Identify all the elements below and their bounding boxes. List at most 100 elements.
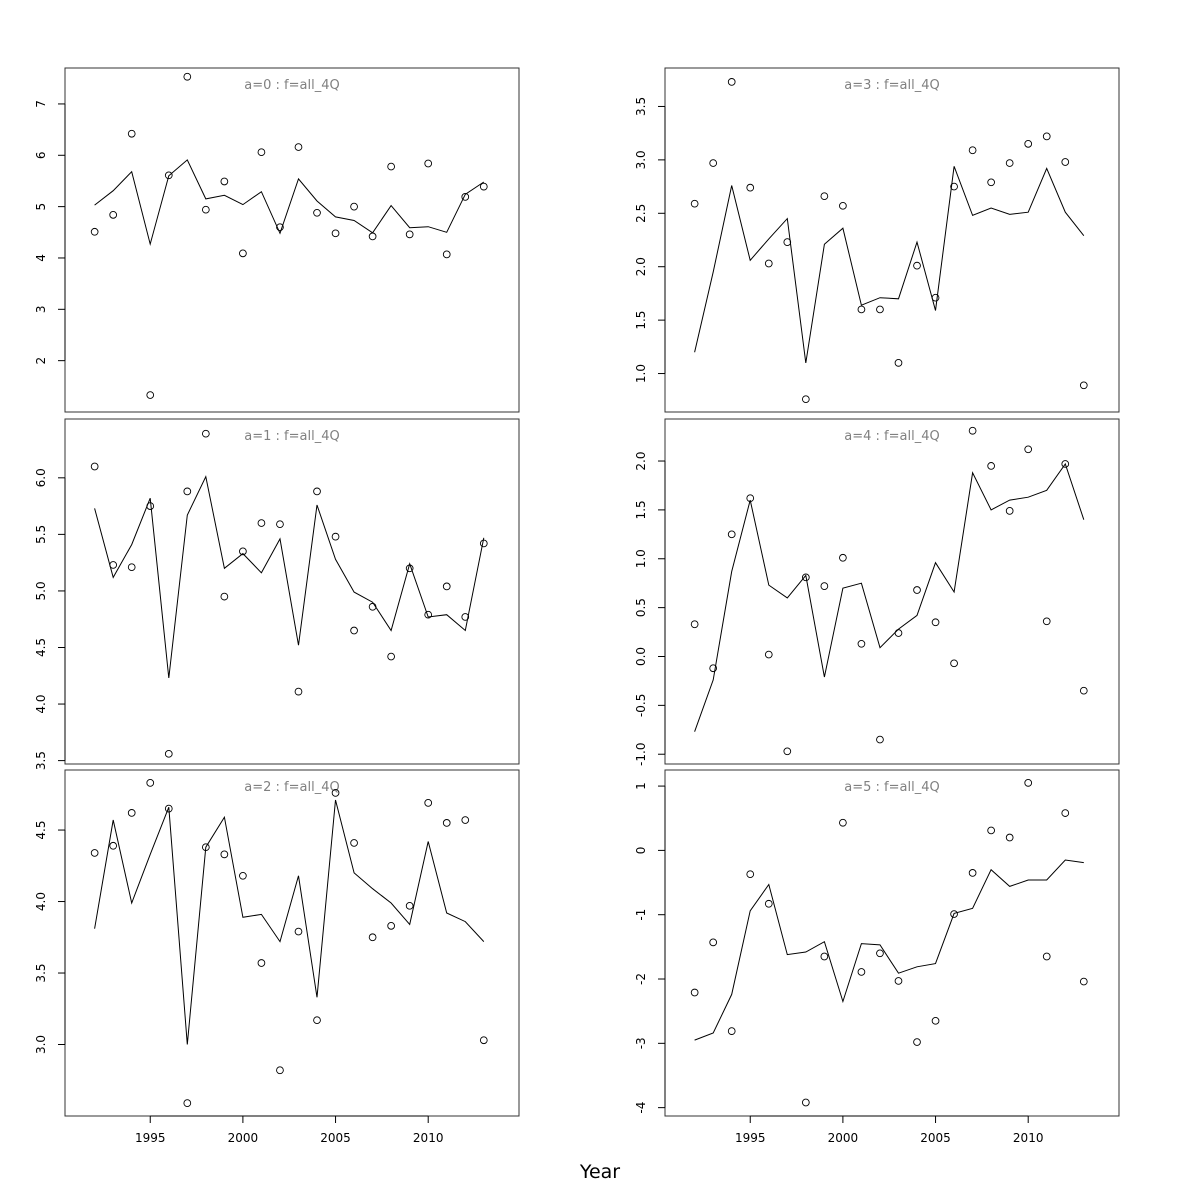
data-point [1024, 779, 1033, 787]
y-tick-label: -1 [634, 909, 648, 921]
y-tick-label: 4 [34, 254, 48, 262]
data-point [876, 949, 884, 958]
data-point [764, 899, 773, 908]
y-tick-label: 5.0 [34, 581, 48, 600]
data-point [276, 520, 284, 529]
data-point [201, 429, 210, 438]
y-tick-label: 1.0 [634, 549, 648, 568]
data-point [931, 1016, 940, 1025]
data-point [746, 494, 755, 503]
x-tick-label: 1995 [735, 1131, 766, 1145]
panel-3: a=3 : f=all_4Q 1.0 1.5 2.0 2.5 3.0 3.5 [634, 67, 1120, 413]
data-point [1042, 617, 1051, 626]
data-point [387, 921, 395, 930]
data-point [839, 818, 847, 827]
data-point [950, 182, 958, 191]
panels: a=0 : f=all_4Q 2 3 4 5 6 7 a=1 : f=all_4Q 3.5 4.0… [34, 67, 1120, 1145]
y-tick-label: 3.0 [634, 150, 648, 169]
data-point [127, 129, 136, 138]
y-tick-label: 3.5 [34, 751, 48, 770]
data-point [461, 613, 470, 621]
y-tick-label: -2 [634, 973, 648, 985]
y-tick-label: 0.0 [634, 647, 648, 666]
plot-frame [664, 67, 1120, 413]
y-tick-label: 2.0 [634, 451, 648, 470]
data-point [968, 426, 977, 435]
data-point [1079, 381, 1088, 390]
data-point [857, 305, 866, 314]
data-point [424, 159, 433, 168]
data-point [239, 249, 247, 258]
data-point [479, 539, 488, 548]
panel-1: a=1 : f=all_4Q 3.5 4.0 4.5 5.0 5.5 6.0 [34, 418, 520, 770]
data-point [164, 804, 173, 813]
data-point [746, 183, 755, 192]
data-point [931, 293, 940, 302]
panel-title: a=1 : f=all_4Q [244, 429, 339, 444]
fitted-line [694, 166, 1085, 363]
data-point [127, 809, 136, 817]
data-point [276, 1066, 284, 1075]
y-tick-label: 3.5 [34, 963, 48, 982]
data-point [146, 502, 155, 510]
data-point [220, 850, 229, 859]
data-point [313, 1016, 321, 1025]
data-point [820, 192, 829, 201]
data-point [257, 519, 266, 527]
y-tick-label: 1.5 [634, 500, 648, 519]
fitted-line [94, 475, 485, 679]
x-tick-label: 2005 [320, 1131, 351, 1145]
panel-5: a=5 : f=all_4Q -4 -3 -2 -1 0 1 1995 2000 2005 2010 [634, 769, 1120, 1145]
data-point [368, 602, 377, 611]
data-point [820, 952, 829, 961]
x-tick-label: 2005 [920, 1131, 951, 1145]
data-point [764, 259, 773, 268]
y-tick-label: 0 [634, 847, 648, 855]
y-tick-label: 1.0 [634, 364, 648, 383]
y-tick-label: 4.5 [34, 821, 48, 840]
data-point [968, 146, 977, 155]
data-point [239, 871, 247, 880]
data-point [987, 826, 995, 835]
data-point [405, 564, 414, 573]
x-tick-label: 2010 [1013, 1131, 1044, 1145]
fitted-line [94, 799, 485, 1045]
data-point [783, 238, 792, 246]
data-point [1024, 445, 1033, 454]
data-point [1005, 507, 1014, 515]
data-point [442, 582, 451, 591]
data-point [164, 171, 173, 180]
data-point [479, 1036, 488, 1045]
y-tick-label: 3 [34, 305, 48, 313]
data-point [424, 799, 433, 807]
data-point [913, 586, 921, 594]
data-point [727, 78, 736, 86]
data-point [313, 487, 321, 496]
plot-frame [64, 769, 520, 1117]
data-point [876, 735, 884, 744]
x-tick-label: 2000 [828, 1131, 859, 1145]
data-point [950, 659, 958, 668]
data-point [968, 869, 977, 877]
y-tick-label: 5.5 [34, 525, 48, 544]
y-tick-label: 4.5 [34, 638, 48, 657]
data-point [331, 789, 340, 797]
data-point [1005, 159, 1014, 167]
y-tick-label: 7 [34, 100, 48, 108]
data-point [709, 664, 718, 673]
data-point [746, 870, 755, 879]
y-tick-label: 6.0 [34, 468, 48, 487]
y-tick-label: -0.5 [634, 694, 648, 717]
data-point [839, 201, 847, 210]
fitted-line [694, 859, 1084, 1041]
fitted-line [694, 462, 1085, 732]
data-point [164, 749, 173, 758]
data-point [294, 927, 303, 936]
data-point [442, 819, 451, 827]
data-point [368, 933, 377, 942]
data-point [1061, 460, 1070, 468]
y-tick-label: 0.5 [634, 598, 648, 617]
panel-title: a=3 : f=all_4Q [844, 78, 939, 93]
x-axis-label: Year [579, 1161, 620, 1183]
panel-4: a=4 : f=all_4Q -1.0 -0.5 0.0 0.5 1.0 1.5 2.0 [634, 418, 1120, 766]
